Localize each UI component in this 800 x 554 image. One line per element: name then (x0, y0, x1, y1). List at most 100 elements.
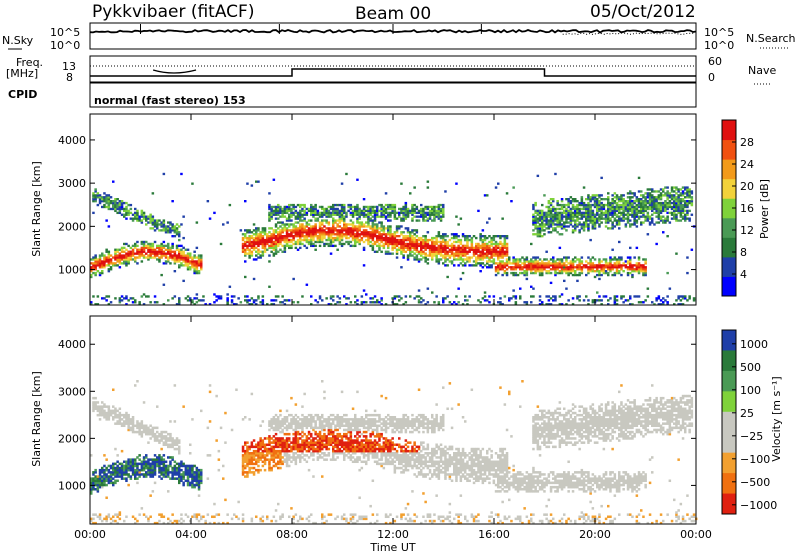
heatmap-cell (435, 254, 438, 257)
heatmap-cell (681, 217, 685, 220)
heatmap-cell (107, 477, 111, 480)
heatmap-cell (329, 242, 333, 246)
heatmap-cell (156, 225, 159, 228)
heatmap-cell (367, 240, 370, 244)
heatmap-cell (332, 207, 335, 211)
heatmap-cell (290, 231, 293, 234)
heatmap-cell (587, 209, 590, 213)
heatmap-cell (134, 256, 137, 259)
heatmap-cell (109, 254, 113, 257)
heatmap-cell (255, 180, 258, 183)
heatmap-cell (332, 238, 335, 242)
heatmap-cell (571, 211, 575, 215)
heatmap-cell (659, 194, 663, 197)
heatmap-cell (116, 422, 119, 425)
heatmap-cell (534, 270, 537, 273)
heatmap-cell (261, 299, 265, 302)
heatmap-cell (596, 299, 599, 302)
heatmap-cell (338, 221, 342, 224)
heatmap-cell (296, 240, 300, 244)
heatmap-cell (679, 198, 683, 201)
heatmap-cell (635, 213, 639, 216)
heatmap-cell (580, 196, 584, 199)
heatmap-cell (248, 231, 251, 234)
heatmap-cell (609, 207, 612, 211)
heatmap-cell (666, 201, 669, 205)
heatmap-cell (180, 258, 183, 261)
heatmap-cell (442, 207, 445, 211)
heatmap-cell (351, 225, 355, 228)
heatmap-cell (241, 464, 245, 468)
heatmap-cell (340, 203, 344, 207)
heatmap-cell (686, 190, 689, 193)
heatmap-cell (340, 219, 344, 222)
heatmap-cell (431, 252, 434, 255)
heatmap-cell (228, 203, 232, 207)
heatmap-cell (158, 456, 161, 459)
heatmap-cell (356, 203, 359, 207)
heatmap-cell (666, 215, 669, 218)
heatmap-cell (285, 242, 289, 246)
heatmap-cell (543, 225, 546, 228)
heatmap-cell (101, 413, 104, 417)
heatmap-cell (545, 217, 548, 220)
heatmap-cell (659, 207, 663, 211)
heatmap-cell (552, 295, 555, 298)
heatmap-cell (327, 205, 331, 209)
heatmap-cell (688, 295, 691, 298)
heatmap-cell (173, 439, 177, 442)
heatmap-cell (426, 262, 430, 265)
heatmap-cell (118, 252, 122, 255)
heatmap-cell (208, 217, 212, 220)
heatmap-cell (431, 256, 434, 259)
heatmap-cell (310, 213, 313, 216)
heatmap-cell (303, 227, 306, 230)
heatmap-cell (98, 483, 102, 487)
heatmap-cell (486, 260, 489, 263)
heatmap-cell (578, 266, 581, 269)
heatmap-cell (248, 238, 251, 242)
heatmap-cell (125, 303, 128, 306)
heatmap-cell (167, 256, 170, 259)
heatmap-cell (382, 205, 386, 209)
heatmap-cell (591, 203, 595, 207)
heatmap-cell (571, 225, 575, 228)
heatmap-cell (532, 233, 535, 236)
heatmap-cell (505, 250, 509, 253)
heatmap-cell (380, 240, 383, 244)
heatmap-cell (404, 209, 408, 213)
heatmap-cell (560, 223, 564, 226)
heatmap-cell (325, 242, 328, 246)
heatmap-cell (114, 201, 117, 205)
heatmap-cell (580, 268, 584, 271)
heatmap-cell (356, 217, 359, 220)
heatmap-cell (96, 477, 100, 480)
heatmap-cell (395, 252, 399, 255)
heatmap-cell (279, 231, 282, 234)
heatmap-cell (307, 223, 311, 226)
heatmap-cell (600, 209, 603, 213)
heatmap-cell (677, 201, 680, 205)
heatmap-cell (105, 196, 108, 199)
heatmap-cell (312, 236, 315, 240)
heatmap-cell (466, 250, 469, 253)
heatmap-cell (604, 260, 608, 263)
heatmap-cell (648, 203, 652, 207)
heatmap-cell (530, 266, 533, 269)
heatmap-cell (633, 215, 636, 218)
heatmap-cell (376, 235, 379, 238)
heatmap-cell (406, 215, 410, 218)
freq-tick-bottom: 8 (66, 71, 73, 84)
heatmap-cell (107, 464, 111, 468)
heatmap-cell (659, 205, 663, 209)
heatmap-cell (677, 207, 680, 211)
heatmap-cell (382, 233, 386, 236)
heatmap-cell (164, 464, 168, 468)
heatmap-cell (376, 236, 379, 240)
heatmap-cell (556, 271, 559, 275)
heatmap-cell (195, 477, 199, 480)
heatmap-cell (109, 200, 113, 203)
heatmap-cell (453, 246, 456, 250)
heatmap-cell (413, 229, 416, 232)
heatmap-cell (497, 256, 500, 259)
